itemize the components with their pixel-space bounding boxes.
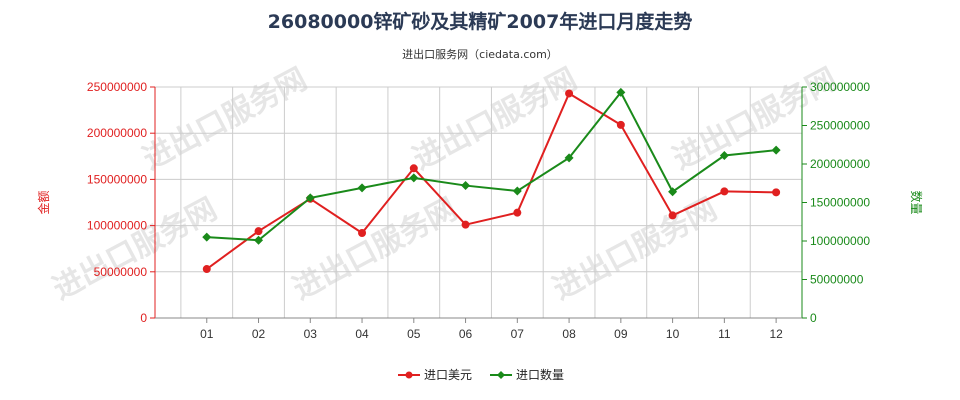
data-point — [720, 187, 729, 196]
legend-item: 进口数量 — [490, 367, 564, 382]
right-tick-label: 0 — [810, 311, 817, 325]
chart-subtitle: 进出口服务网（ciedata.com） — [402, 47, 558, 61]
right-tick-label: 100000000 — [810, 234, 870, 248]
left-tick-label: 50000000 — [94, 265, 148, 279]
x-tick-label: 04 — [355, 327, 369, 341]
series-2 — [202, 87, 781, 245]
data-point — [461, 220, 470, 229]
watermark-text: 进出口服务网 — [137, 62, 312, 177]
x-tick-label: 08 — [562, 327, 576, 341]
legend-marker — [497, 371, 505, 379]
x-tick-label: 12 — [769, 327, 783, 341]
series-line — [206, 90, 777, 242]
legend: 进口美元 进口数量 — [398, 367, 564, 382]
left-tick-label: 100000000 — [87, 219, 147, 233]
legend-label: 进口数量 — [516, 367, 564, 382]
x-tick-label: 02 — [252, 327, 266, 341]
data-point — [358, 228, 367, 237]
chart-title: 26080000锌矿砂及其精矿2007年进口月度走势 — [268, 10, 693, 33]
right-tick-label: 150000000 — [810, 196, 870, 210]
data-point — [461, 181, 471, 191]
watermark-text: 进出口服务网 — [547, 192, 722, 307]
data-point — [409, 164, 418, 173]
watermark-text: 进出口服务网 — [47, 192, 222, 307]
data-point — [719, 151, 729, 161]
data-point — [202, 265, 211, 274]
left-axis-title: 金额 — [36, 190, 51, 214]
data-point — [512, 186, 522, 196]
x-tick-label: 11 — [718, 327, 731, 341]
data-point — [202, 232, 212, 242]
right-tick-label: 200000000 — [810, 157, 870, 171]
legend-marker — [405, 371, 413, 379]
left-tick-label: 200000000 — [87, 126, 147, 140]
data-point — [616, 87, 626, 97]
right-tick-label: 300000000 — [810, 80, 870, 94]
data-point — [668, 211, 677, 220]
data-point — [771, 145, 781, 155]
watermark-text: 进出口服务网 — [407, 62, 582, 177]
data-point — [772, 188, 781, 197]
data-point — [616, 120, 625, 129]
right-tick-label: 250000000 — [810, 119, 870, 133]
data-point — [668, 187, 678, 197]
data-point — [564, 153, 574, 163]
legend-item: 进口美元 — [398, 368, 472, 382]
right-axis-title: 数量 — [909, 190, 924, 214]
data-point — [305, 193, 315, 203]
series-layer — [202, 87, 781, 274]
x-tick-label: 01 — [200, 327, 214, 341]
right-tick-label: 50000000 — [810, 273, 864, 287]
x-tick-label: 06 — [459, 327, 473, 341]
left-axis-ticks: 0 50000000 100000000 150000000 200000000 2500… — [87, 80, 155, 325]
left-tick-label: 250000000 — [87, 80, 147, 94]
x-tick-label: 09 — [614, 327, 628, 341]
data-point — [565, 89, 574, 98]
left-tick-label: 0 — [140, 311, 147, 325]
data-point — [513, 208, 522, 217]
x-tick-label: 05 — [407, 327, 421, 341]
watermark-text: 进出口服务网 — [287, 192, 462, 307]
data-point — [357, 183, 367, 193]
x-tick-label: 07 — [511, 327, 525, 341]
x-tick-label: 10 — [666, 327, 680, 341]
data-point — [254, 235, 264, 245]
x-tick-label: 03 — [304, 327, 318, 341]
left-tick-label: 150000000 — [87, 172, 147, 186]
legend-label: 进口美元 — [424, 368, 472, 382]
x-axis-ticks: 01 02 03 04 05 06 07 08 09 10 11 12 — [200, 318, 783, 341]
right-axis-ticks: 0 50000000 100000000 150000000 200000000 2500… — [802, 80, 870, 325]
data-point — [409, 173, 419, 183]
data-point — [254, 227, 263, 236]
